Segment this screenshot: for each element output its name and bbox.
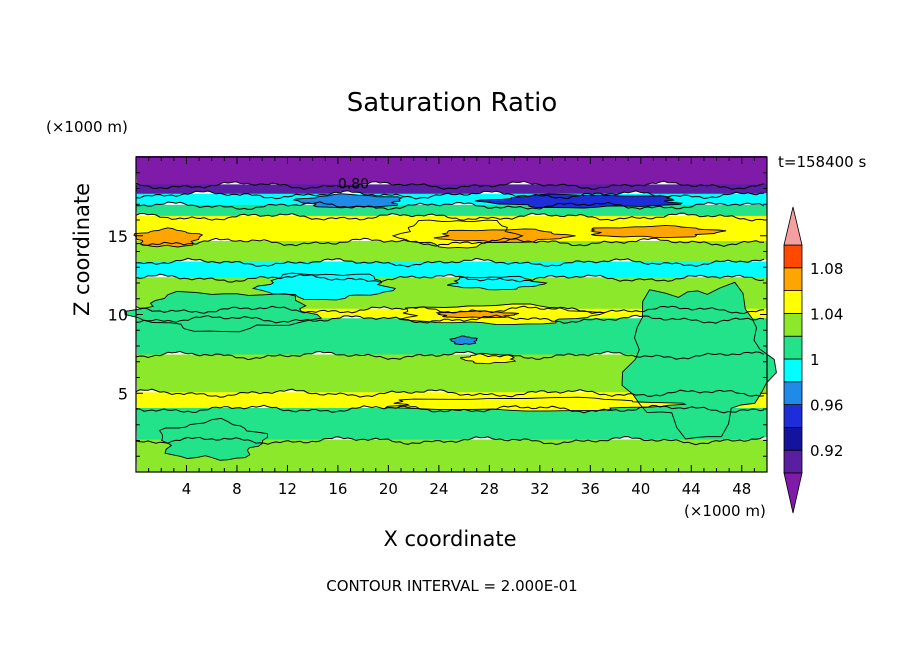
contour-line [447, 275, 548, 291]
x-tick-label: 36 [581, 480, 600, 498]
contour-line [474, 193, 684, 209]
colorbar-swatch [783, 290, 803, 314]
colorbar-swatch [783, 335, 803, 360]
colorbar-swatch [783, 267, 803, 291]
contour-line [449, 335, 479, 345]
contour-band [136, 439, 767, 472]
contour-band [136, 261, 767, 282]
x-tick-label: 24 [429, 480, 448, 498]
contour-line [135, 350, 765, 361]
contour-lines [124, 180, 777, 461]
x-tick-label: 40 [631, 480, 650, 498]
x-tick-label: 28 [480, 480, 499, 498]
y-axis-ticks: 5 10 15 [108, 172, 767, 457]
x-tick-label: 44 [682, 480, 701, 498]
colorbar-swatch [783, 358, 803, 383]
y-tick-label: 10 [108, 306, 128, 325]
contour-line [135, 212, 765, 222]
y-axis-label: Z coordinate [70, 182, 94, 316]
contour-line [158, 417, 269, 461]
contour-line [399, 303, 605, 326]
colorbar-swatch [783, 426, 803, 451]
contour-line [292, 193, 404, 209]
x-tick-label: 12 [278, 480, 297, 498]
x-axis-label: X coordinate [0, 527, 904, 551]
x-tick-label: 20 [379, 480, 398, 498]
colorbar-over-arrow [783, 206, 803, 246]
contour-band [136, 241, 767, 267]
colorbar-label: 1.04 [810, 305, 843, 323]
y-axis-unit: (×1000 m) [46, 118, 128, 136]
contour-line [589, 224, 727, 239]
contour-line [135, 273, 765, 283]
contour-line [251, 272, 397, 301]
colorbar: 0.92 0.96 1 1.04 1.08 [783, 206, 843, 514]
colorbar-label: 0.92 [810, 442, 843, 460]
colorbar-swatch [783, 381, 803, 405]
contour-interval-note: CONTOUR INTERVAL = 2.000E-01 [326, 577, 578, 595]
x-tick-label: 8 [232, 480, 242, 498]
contour-line [135, 314, 765, 324]
contour-line [621, 281, 777, 440]
x-axis-ticks: 4 8 12 16 20 24 28 32 36 40 44 48 [148, 157, 755, 498]
chart-title: Saturation Ratio [346, 88, 558, 118]
contour-patch [591, 225, 727, 238]
contour-line [135, 190, 764, 200]
contour-line [459, 352, 517, 365]
contour-patch [622, 282, 777, 439]
contour-line [385, 396, 687, 412]
colorbar-label: 0.96 [810, 397, 843, 415]
colorbar-swatch [783, 404, 803, 428]
colorbar-label: 1.08 [810, 260, 843, 278]
contour-line [391, 219, 524, 249]
contour-fill-layer [124, 156, 777, 472]
x-axis-unit: (×1000 m) [684, 502, 766, 520]
contour-band [136, 354, 767, 397]
contour-line [124, 290, 323, 333]
contour-line [135, 436, 765, 446]
contour-line [433, 228, 576, 244]
colorbar-swatch [783, 449, 803, 474]
contour-patch [253, 273, 396, 300]
colorbar-swatch [783, 312, 803, 337]
x-tick-label: 32 [530, 480, 549, 498]
time-label: t=158400 s [778, 153, 867, 171]
contour-band [136, 156, 767, 189]
contour-label-0-80: 0.80 [338, 177, 369, 193]
contour-line [135, 388, 765, 398]
x-axis-label-text: X coordinate [383, 527, 517, 551]
contour-line [135, 237, 765, 247]
colorbar-under-arrow [783, 472, 803, 514]
contour-band [136, 408, 767, 444]
y-tick-label: 5 [118, 384, 128, 403]
x-tick-label: 48 [732, 480, 751, 498]
contour-line [135, 257, 765, 268]
contour-line [135, 201, 765, 211]
contour-line [135, 180, 765, 190]
colorbar-swatch [783, 244, 803, 269]
x-tick-label: 16 [328, 480, 347, 498]
contour-patch [293, 193, 402, 208]
contour-patch [133, 227, 203, 247]
x-tick-label: 4 [182, 480, 192, 498]
colorbar-label: 1 [810, 351, 820, 369]
y-tick-label: 15 [108, 227, 128, 246]
contour-line [435, 310, 520, 319]
